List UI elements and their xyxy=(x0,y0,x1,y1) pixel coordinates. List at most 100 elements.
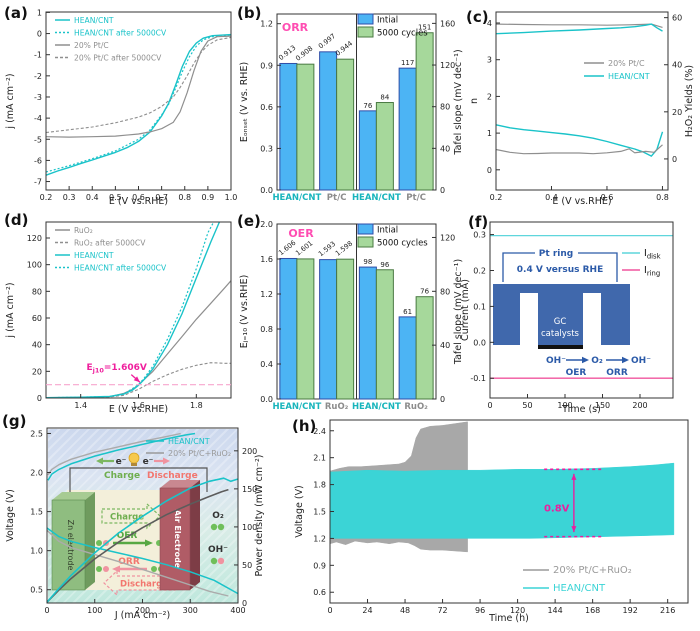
svg-text:0.6: 0.6 xyxy=(260,103,273,112)
svg-text:0: 0 xyxy=(242,599,247,608)
svg-text:400: 400 xyxy=(230,606,245,615)
oh-left-label: OH⁻ xyxy=(546,356,566,366)
charge-arrow-label: Charge xyxy=(110,513,144,523)
catalyst-layer xyxy=(538,345,583,349)
svg-text:150: 150 xyxy=(595,401,610,410)
svg-text:40: 40 xyxy=(440,144,450,153)
svg-text:150: 150 xyxy=(242,485,257,494)
svg-text:192: 192 xyxy=(623,606,638,615)
svg-text:0.6: 0.6 xyxy=(132,193,145,202)
svg-text:144: 144 xyxy=(547,606,562,615)
svg-text:76: 76 xyxy=(363,102,372,110)
panel-label-c: (c) xyxy=(466,8,489,26)
svg-text:120: 120 xyxy=(510,606,525,615)
svg-text:120: 120 xyxy=(27,234,42,243)
svg-text:Tafel slope (mV dec⁻¹): Tafel slope (mV dec⁻¹) xyxy=(453,259,464,365)
svg-text:1.6: 1.6 xyxy=(132,401,145,410)
orr-text: ORR xyxy=(606,368,628,378)
svg-text:0.2: 0.2 xyxy=(490,193,503,202)
air-electrode-label: Air Electrode xyxy=(173,510,182,569)
svg-text:151: 151 xyxy=(418,24,431,32)
svg-text:200: 200 xyxy=(242,447,257,456)
svg-text:Ej10=1.606V: Ej10=1.606V xyxy=(86,363,146,375)
svg-text:0: 0 xyxy=(44,606,49,615)
svg-text:Eⱼ₌₁₀ (V vs.RHE): Eⱼ₌₁₀ (V vs.RHE) xyxy=(239,275,250,349)
svg-text:2.0: 2.0 xyxy=(30,469,43,478)
svg-text:0: 0 xyxy=(327,606,332,615)
svg-text:Intial: Intial xyxy=(377,226,398,236)
svg-text:j (mA cm⁻²): j (mA cm⁻²) xyxy=(5,73,16,129)
svg-text:72: 72 xyxy=(437,606,447,615)
svg-text:1.8: 1.8 xyxy=(313,481,326,490)
svg-text:0.9: 0.9 xyxy=(202,193,215,202)
svg-text:200: 200 xyxy=(135,606,150,615)
svg-text:0: 0 xyxy=(487,401,492,410)
electron-label-left: e⁻ xyxy=(116,457,127,467)
orr-label: ORR xyxy=(118,557,140,567)
svg-text:0.944: 0.944 xyxy=(334,39,354,57)
zn-electrode-label: Zn electrode xyxy=(66,520,75,571)
oh-label: OH⁻ xyxy=(208,545,228,555)
svg-text:1.606: 1.606 xyxy=(277,239,297,257)
discharge-label: Discharge xyxy=(147,471,198,481)
svg-text:Power density (mW cm⁻²): Power density (mW cm⁻²) xyxy=(254,455,265,577)
svg-text:HEAN/CNT: HEAN/CNT xyxy=(272,193,321,203)
zn-air-battery-schematic: e⁻ e⁻ Charge Discharge Charge OER ORR Di… xyxy=(51,452,228,597)
svg-text:-6: -6 xyxy=(34,156,42,165)
svg-text:80: 80 xyxy=(440,287,450,296)
svg-text:0: 0 xyxy=(37,394,42,403)
svg-text:80: 80 xyxy=(440,103,450,112)
svg-text:2: 2 xyxy=(487,92,492,101)
svg-text:0.0: 0.0 xyxy=(473,338,486,347)
svg-text:5000 cycles: 5000 cycles xyxy=(377,239,428,249)
svg-text:76: 76 xyxy=(420,288,429,296)
o2-label: O₂ xyxy=(591,356,603,366)
svg-text:E (V vs.RHE): E (V vs.RHE) xyxy=(109,196,168,207)
svg-text:1.5: 1.5 xyxy=(313,508,326,517)
svg-text:0.4: 0.4 xyxy=(260,360,273,369)
svg-text:E (V vs.RHE): E (V vs.RHE) xyxy=(109,404,168,415)
svg-text:0: 0 xyxy=(440,186,445,195)
svg-text:60: 60 xyxy=(672,14,682,23)
svg-text:Intial: Intial xyxy=(377,16,398,26)
svg-text:HEAN/CNT: HEAN/CNT xyxy=(74,16,114,25)
svg-text:0.2: 0.2 xyxy=(473,266,486,275)
svg-text:1: 1 xyxy=(37,8,42,17)
svg-text:0.3: 0.3 xyxy=(63,193,76,202)
svg-text:100: 100 xyxy=(557,401,572,410)
svg-text:0.3: 0.3 xyxy=(260,144,273,153)
svg-text:1.8: 1.8 xyxy=(190,401,203,410)
svg-text:-4: -4 xyxy=(34,114,42,123)
svg-text:40: 40 xyxy=(672,61,682,70)
svg-text:Pt/C: Pt/C xyxy=(327,193,347,203)
oh-molecule xyxy=(96,540,102,546)
panel-label-b: (b) xyxy=(237,4,262,22)
panel-d-chart: 1.4 1.6 1.8 0 20 40 60 80 100 120 E (V vs.RHE) j (m… xyxy=(5,221,232,415)
svg-text:ORR: ORR xyxy=(282,21,309,34)
svg-text:OER: OER xyxy=(288,227,314,240)
potential-label: 0.4 V versus RHE xyxy=(517,265,603,275)
svg-text:84: 84 xyxy=(380,94,389,102)
svg-text:20% Pt/C: 20% Pt/C xyxy=(74,41,109,50)
svg-text:80: 80 xyxy=(32,287,42,296)
svg-text:20: 20 xyxy=(32,367,42,376)
svg-text:98: 98 xyxy=(363,258,372,266)
panel-label-h: (h) xyxy=(292,417,317,435)
svg-text:20% Pt/C: 20% Pt/C xyxy=(608,59,645,68)
svg-text:0.9: 0.9 xyxy=(313,561,326,570)
svg-text:1.6: 1.6 xyxy=(260,255,273,264)
panel-h-chart: 0 24 48 72 96 120 144 168 192 216 0.6 0.9 1.2 1.5 1.8 2… xyxy=(294,419,689,624)
svg-text:0: 0 xyxy=(487,166,492,175)
svg-text:48: 48 xyxy=(400,606,410,615)
svg-text:0: 0 xyxy=(440,395,445,404)
svg-text:Voltage (V): Voltage (V) xyxy=(5,489,16,542)
svg-text:0.0: 0.0 xyxy=(260,186,273,195)
svg-text:0: 0 xyxy=(672,155,677,164)
svg-text:1.4: 1.4 xyxy=(74,401,87,410)
svg-text:-2: -2 xyxy=(34,72,42,81)
svg-text:61: 61 xyxy=(403,308,412,316)
svg-text:100: 100 xyxy=(27,261,42,270)
svg-text:RuO₂ after 5000CV: RuO₂ after 5000CV xyxy=(74,239,146,248)
